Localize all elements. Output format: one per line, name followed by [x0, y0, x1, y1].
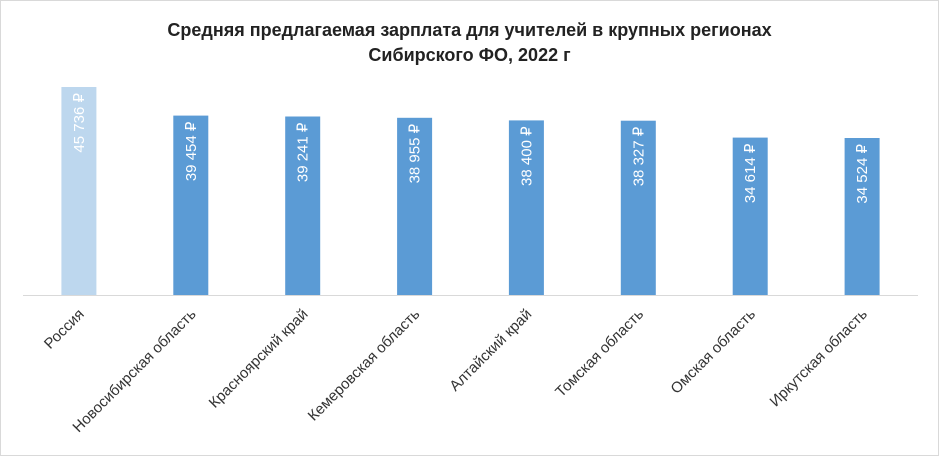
category-label: Россия: [41, 306, 88, 353]
bar: [61, 87, 97, 295]
bar-value-label: 45 736 ₽: [71, 93, 88, 153]
bar-value-label: 38 955 ₽: [407, 123, 424, 183]
bar-value-label: 39 454 ₽: [183, 121, 200, 181]
bar-value-label: 34 524 ₽: [854, 144, 871, 204]
chart-title: Средняя предлагаемая зарплата для учител…: [0, 18, 939, 68]
category-label: Алтайский край: [446, 306, 535, 395]
category-label: Иркутская область: [767, 306, 872, 411]
bar-value-label: 39 241 ₽: [295, 122, 312, 182]
category-label: Красноярский край: [206, 306, 312, 412]
category-label: Омская область: [667, 306, 759, 398]
bar: [173, 115, 209, 295]
chart-title-line-2: Сибирского ФО, 2022 г: [368, 45, 571, 65]
bar-value-label: 34 614 ₽: [742, 143, 759, 203]
bar: [285, 116, 321, 295]
bar: [620, 120, 656, 295]
bar: [844, 138, 880, 295]
bar: [508, 120, 544, 296]
chart-title-line-1: Средняя предлагаемая зарплата для учител…: [167, 20, 772, 40]
bar-value-label: 38 327 ₽: [630, 126, 647, 186]
category-label: Томская область: [552, 306, 647, 401]
bar: [397, 117, 433, 295]
bar-value-label: 38 400 ₽: [518, 126, 535, 186]
category-label: Новосибирская область: [69, 306, 199, 436]
category-label: Кемеровская область: [305, 306, 424, 425]
bar: [732, 137, 768, 295]
